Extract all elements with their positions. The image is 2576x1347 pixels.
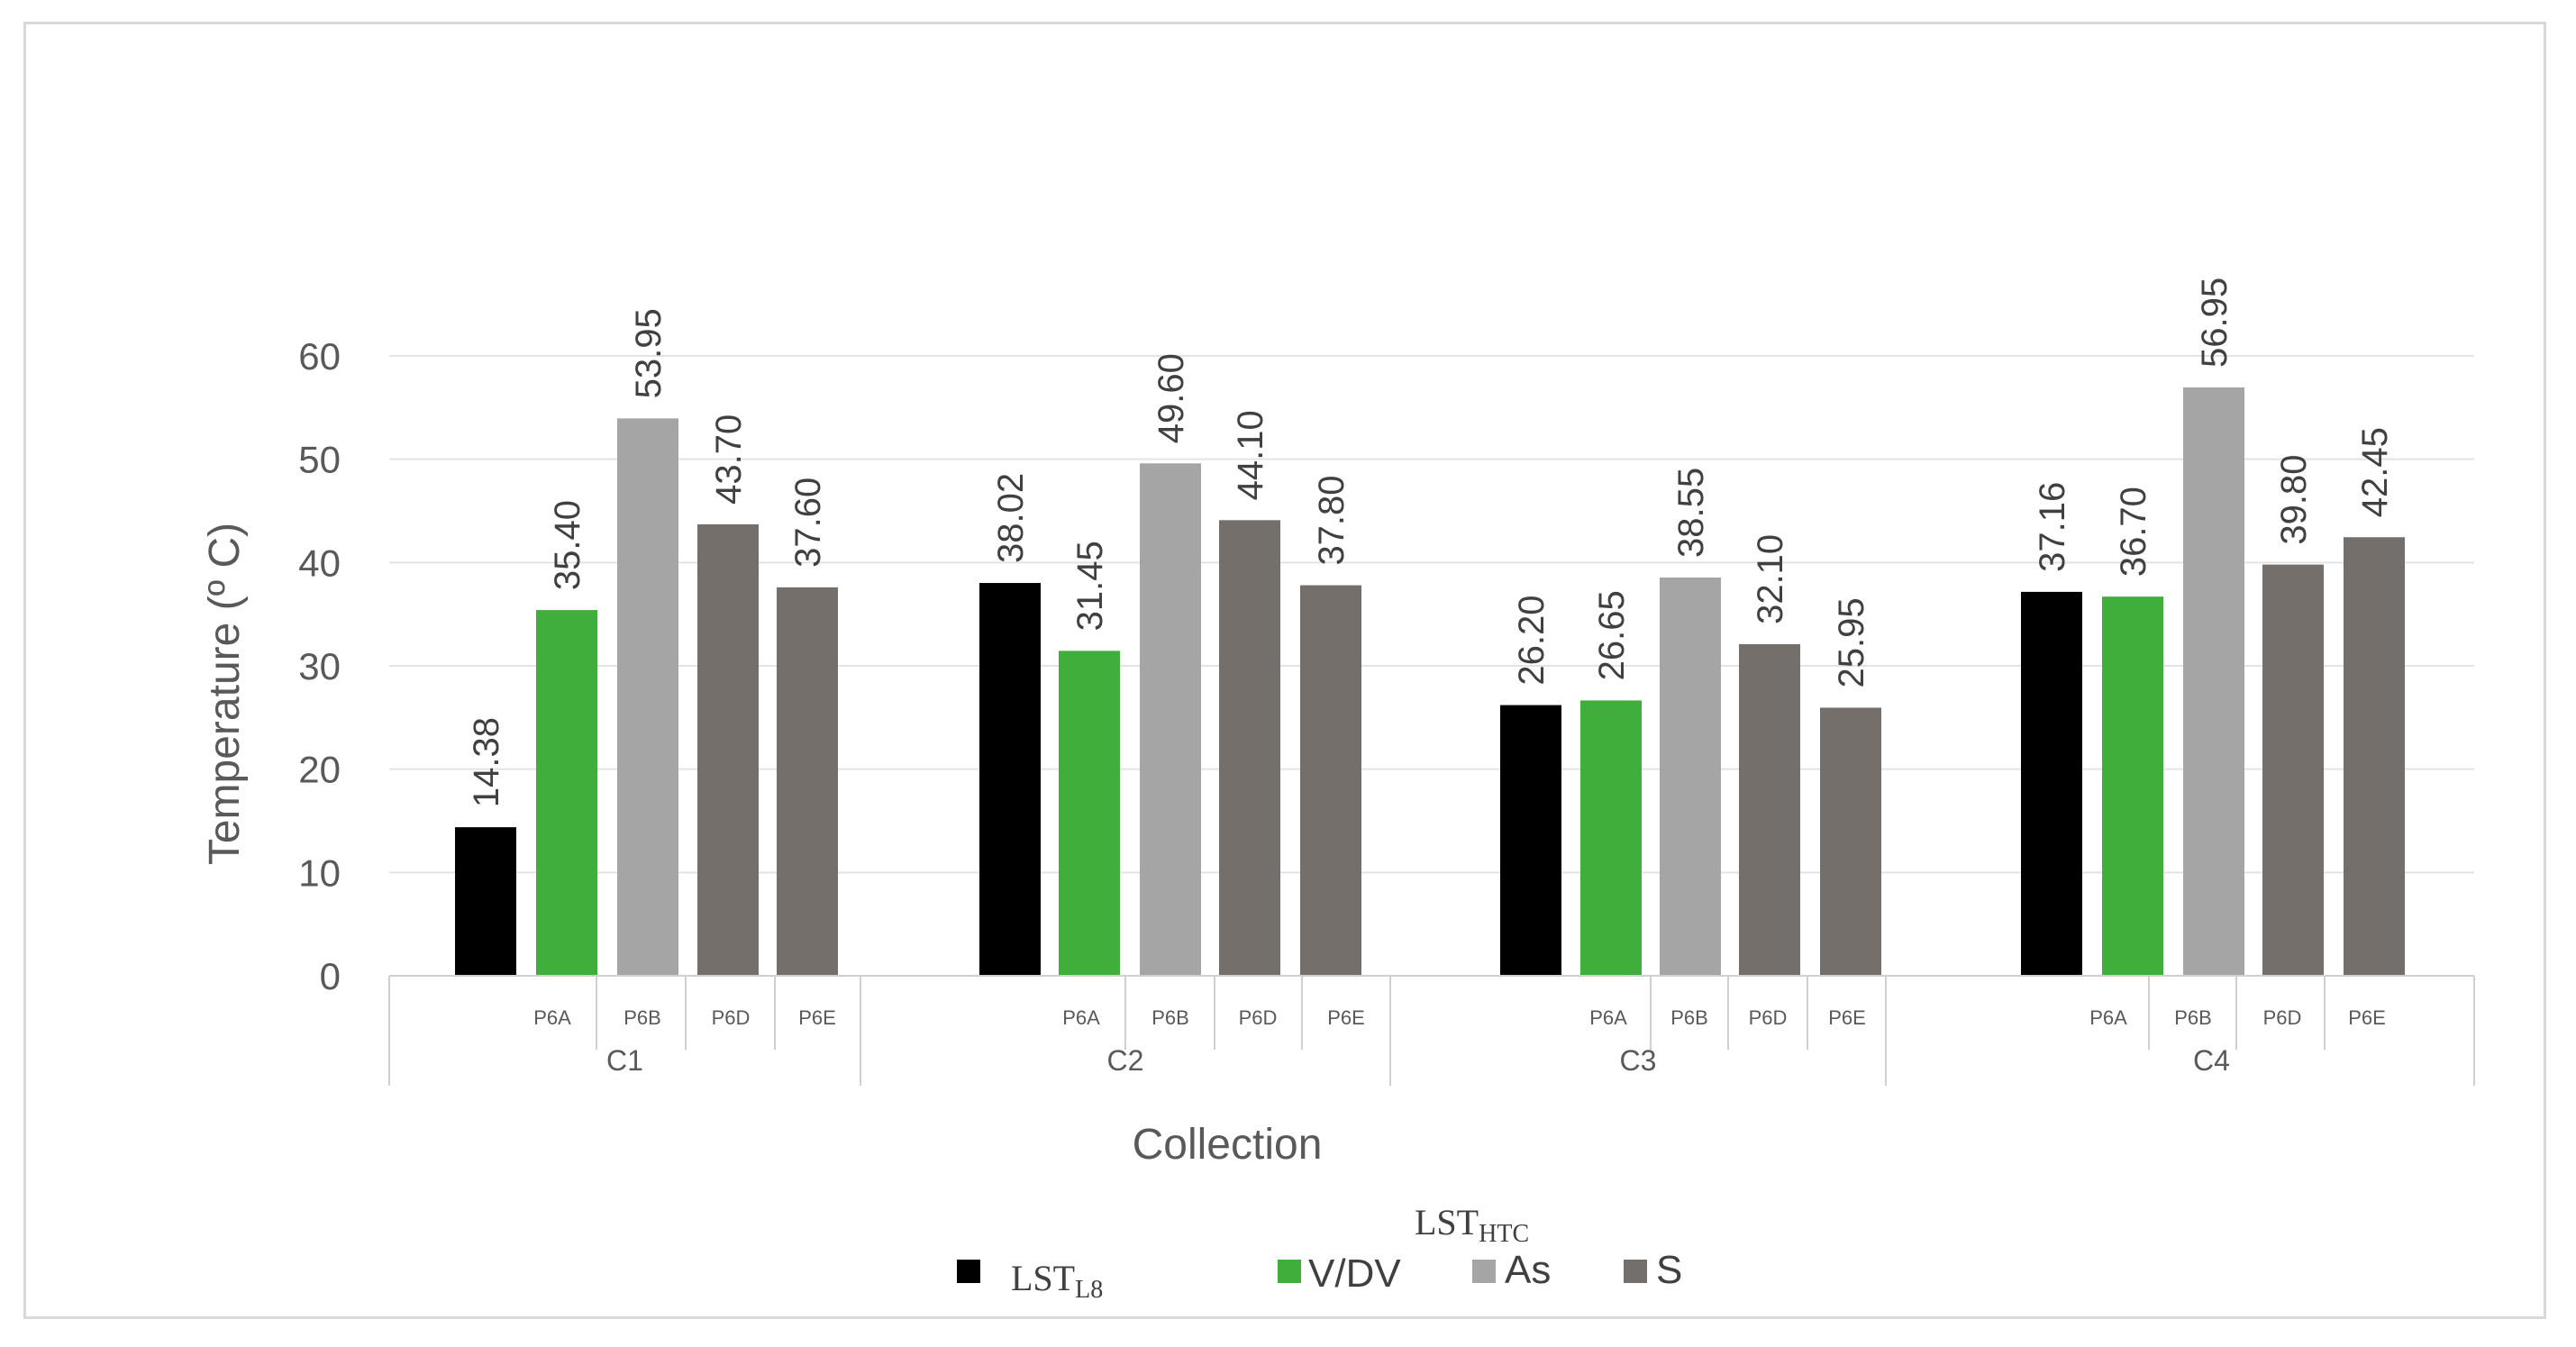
y-tick-label: 50	[298, 439, 341, 481]
legend-group-title-sub: HTC	[1479, 1220, 1529, 1248]
bar-c4-2	[2183, 387, 2244, 976]
data-label: 26.65	[1592, 590, 1632, 680]
data-label: 56.95	[2195, 278, 2235, 368]
data-labels: 14.38 35.40 53.95 43.70 37.60 38.02 31.45 49.60…	[467, 278, 2395, 807]
x-group-label: C1	[606, 1044, 643, 1077]
bar-c2-1	[1059, 651, 1120, 976]
x-subcategory-label: P6A	[533, 1006, 571, 1029]
legend-group-title-main: LST	[1415, 1202, 1479, 1242]
data-label: 37.16	[2033, 482, 2072, 572]
y-tick-label: 30	[298, 645, 341, 687]
legend-label-lst-l8-main: LST	[1011, 1258, 1075, 1298]
legend-swatch-s	[1624, 1260, 1647, 1283]
x-subcategory-label: P6A	[2089, 1006, 2127, 1029]
x-subcategory-label: P6D	[712, 1006, 751, 1029]
x-axis: P6A P6B P6D P6E C1 P6A P6B P6D P6E C2 P6A P6B P6D P6E…	[388, 975, 2475, 1086]
bar-c4-1	[2102, 596, 2163, 976]
y-tick-label: 0	[320, 955, 341, 997]
bar-c1-0	[455, 827, 516, 976]
data-label: 38.02	[991, 473, 1031, 563]
data-label: 36.70	[2114, 487, 2153, 577]
legend-swatch-as	[1472, 1260, 1496, 1283]
data-label: 35.40	[548, 500, 587, 590]
data-label: 43.70	[709, 414, 749, 505]
legend-label-lst-l8: LSTL8	[1011, 1258, 1103, 1304]
bar-c3-4	[1820, 707, 1881, 976]
x-subcategory-label: P6B	[1151, 1006, 1189, 1029]
bar-c3-0	[1500, 705, 1561, 976]
legend-group-title: LSTHTC	[1415, 1202, 1529, 1248]
legend-swatch-v-dv	[1278, 1260, 1301, 1283]
bar-c4-0	[2021, 591, 2082, 976]
bar-c3-2	[1660, 577, 1721, 976]
legend-label-lst-l8-sub: L8	[1075, 1276, 1103, 1304]
bar-c2-0	[979, 583, 1041, 976]
data-label: 25.95	[1832, 597, 1871, 687]
x-subcategory-label: P6B	[624, 1006, 661, 1029]
data-label: 26.20	[1512, 595, 1552, 685]
x-subcategory-label: P6E	[1828, 1006, 1866, 1029]
bar-c4-4	[2344, 537, 2405, 976]
data-label: 37.80	[1312, 475, 1352, 565]
bar-c1-3	[697, 523, 759, 976]
data-label: 42.45	[2355, 427, 2395, 517]
bars	[455, 387, 2405, 977]
data-label: 14.38	[467, 717, 506, 807]
y-tick-label: 60	[298, 335, 341, 378]
data-label: 31.45	[1070, 541, 1110, 631]
data-label: 49.60	[1151, 353, 1191, 443]
legend-label-v-dv: V/DV	[1308, 1251, 1401, 1296]
x-group-label: C2	[1107, 1044, 1144, 1077]
x-subcategory-label: P6E	[1327, 1006, 1365, 1029]
bar-c2-3	[1219, 520, 1280, 976]
bar-c2-4	[1300, 585, 1361, 976]
y-axis-title: Temperature (º C)	[201, 523, 249, 865]
bar-c3-1	[1580, 700, 1642, 976]
bar-c2-2	[1140, 463, 1201, 976]
x-axis-title: Collection	[1133, 1121, 1323, 1169]
data-label: 53.95	[629, 308, 669, 398]
legend-label-as: As	[1505, 1248, 1551, 1292]
bar-c1-2	[617, 418, 678, 977]
x-subcategory-label: P6E	[2348, 1006, 2386, 1029]
y-axis-ticks: 0 10 20 30 40 50 60	[298, 335, 341, 997]
data-label: 32.10	[1751, 534, 1790, 624]
y-tick-label: 40	[298, 542, 341, 584]
bar-c1-4	[777, 587, 838, 976]
x-group-label: C4	[2193, 1044, 2230, 1077]
y-tick-label: 10	[298, 851, 341, 894]
x-subcategory-label: P6B	[2174, 1006, 2212, 1029]
data-label: 39.80	[2274, 455, 2314, 545]
legend-label-s: S	[1656, 1248, 1682, 1292]
x-subcategory-label: P6E	[798, 1006, 836, 1029]
x-subcategory-label: P6A	[1062, 1006, 1100, 1029]
x-subcategory-label: P6D	[1749, 1006, 1788, 1029]
x-subcategory-label: P6D	[2263, 1006, 2302, 1029]
bar-c3-3	[1739, 643, 1800, 976]
x-subcategory-label: P6B	[1670, 1006, 1708, 1029]
x-subcategory-label: P6A	[1589, 1006, 1627, 1029]
x-group-label: C3	[1620, 1044, 1657, 1077]
data-label: 37.60	[788, 478, 828, 568]
y-tick-label: 20	[298, 749, 341, 791]
bar-c1-1	[536, 610, 597, 976]
legend-swatch-lst-l8	[957, 1260, 980, 1283]
bar-c4-3	[2262, 564, 2324, 976]
data-label: 38.55	[1671, 468, 1711, 558]
data-label: 44.10	[1231, 410, 1270, 500]
x-subcategory-label: P6D	[1239, 1006, 1278, 1029]
legend: LSTHTC LSTL8 V/DV As S	[957, 1202, 1682, 1304]
